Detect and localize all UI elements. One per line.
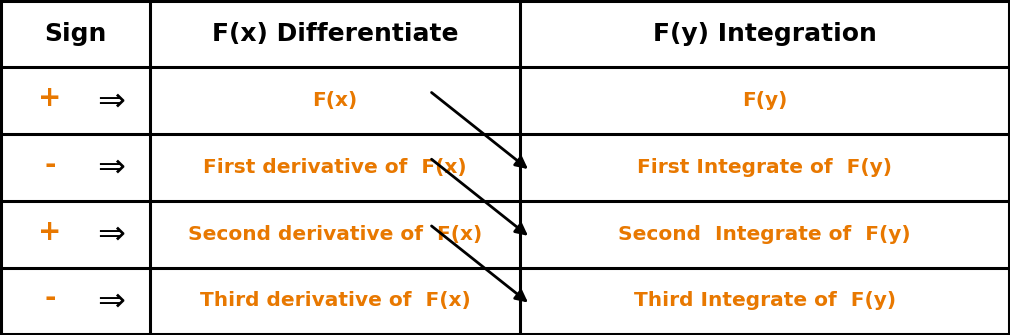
Text: F(x): F(x) [312, 91, 358, 110]
Text: ⇒: ⇒ [97, 84, 124, 117]
Text: Third derivative of  F(x): Third derivative of F(x) [200, 291, 471, 311]
Text: F(x) Differentiate: F(x) Differentiate [212, 22, 459, 46]
Text: -: - [44, 284, 56, 312]
Text: First derivative of  F(x): First derivative of F(x) [203, 158, 467, 177]
Text: ⇒: ⇒ [97, 151, 124, 184]
Text: ⇒: ⇒ [97, 284, 124, 318]
Text: ⇒: ⇒ [97, 218, 124, 251]
Text: -: - [44, 151, 56, 179]
Text: F(y): F(y) [742, 91, 788, 110]
Text: +: + [38, 217, 62, 246]
Text: Sign: Sign [44, 22, 106, 46]
Text: First Integrate of  F(y): First Integrate of F(y) [637, 158, 892, 177]
Text: +: + [38, 84, 62, 112]
Text: F(y) Integration: F(y) Integration [652, 22, 877, 46]
Text: Third Integrate of  F(y): Third Integrate of F(y) [633, 291, 896, 311]
Text: Second derivative of  F(x): Second derivative of F(x) [188, 225, 482, 244]
Text: Second  Integrate of  F(y): Second Integrate of F(y) [618, 225, 911, 244]
